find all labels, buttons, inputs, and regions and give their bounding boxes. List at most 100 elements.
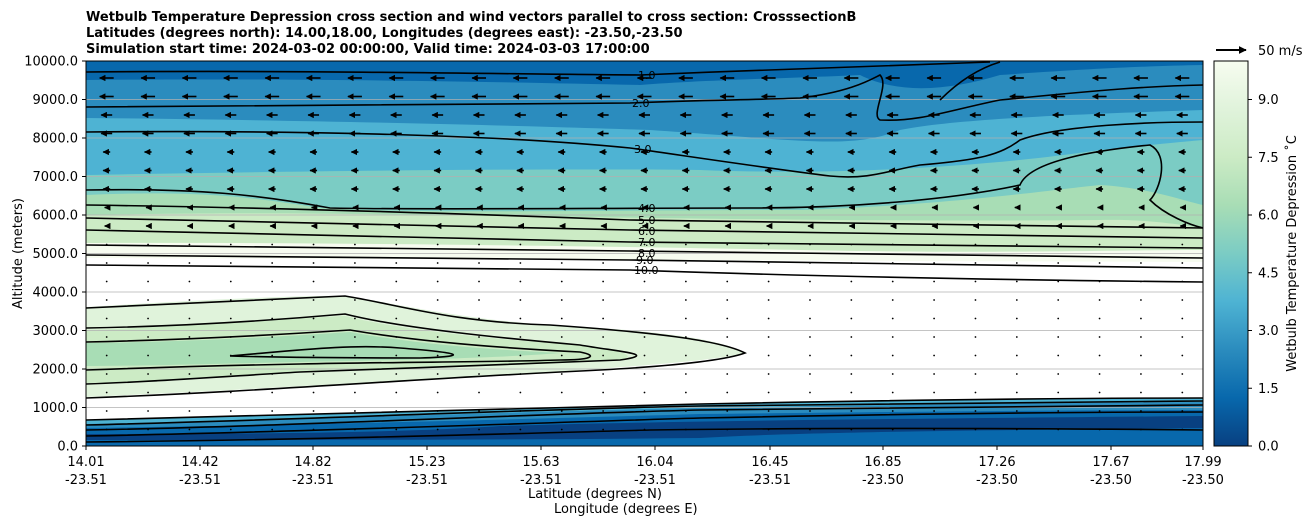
wind-vector — [602, 299, 605, 301]
wind-vector — [478, 373, 480, 375]
wind-vector — [1098, 243, 1101, 246]
x-tick-label-lon: -23.51 — [292, 473, 334, 488]
wind-vector — [147, 373, 149, 375]
x-tick-label-lat: 17.26 — [978, 455, 1015, 470]
wind-vector — [105, 410, 108, 412]
wind-vector — [312, 243, 315, 246]
wind-vector — [1057, 410, 1060, 412]
wind-vector — [1181, 336, 1184, 338]
wind-vector — [850, 336, 853, 338]
wind-vector — [602, 354, 605, 357]
wind-vector — [767, 243, 770, 246]
wind-vector — [354, 373, 356, 375]
wind-vector — [229, 243, 232, 246]
wind-vector — [312, 428, 315, 431]
wind-vector — [767, 280, 770, 283]
wind-vector — [809, 243, 811, 246]
wind-vector — [809, 410, 811, 412]
wind-vector — [767, 299, 770, 301]
wind-vector — [478, 354, 480, 357]
x-tick-label-lat: 16.45 — [751, 455, 788, 470]
wind-vector — [767, 410, 770, 412]
wind-vector — [767, 428, 770, 431]
wind-vector — [602, 243, 605, 246]
wind-vector — [891, 280, 894, 283]
wind-vector — [271, 243, 274, 246]
wind-vector — [726, 354, 729, 357]
y-tick-label: 1000.0 — [33, 401, 79, 416]
wind-vector — [478, 299, 480, 301]
wind-vector — [436, 317, 439, 320]
x-tick-label-lat: 14.82 — [294, 455, 331, 470]
wind-vector — [1015, 280, 1018, 283]
wind-vector — [519, 410, 522, 412]
contour-bl-e — [86, 427, 1203, 443]
wind-vector — [312, 410, 315, 412]
wind-vector — [312, 317, 315, 320]
wind-vector — [602, 428, 605, 431]
wind-vector — [891, 428, 894, 431]
wind-vector — [643, 336, 646, 338]
wind-vector — [933, 410, 935, 412]
x-tick-label-lon: -23.50 — [1090, 473, 1132, 488]
wind-vector — [271, 354, 274, 357]
contour-5 — [86, 204, 1203, 229]
wind-vector — [684, 280, 687, 283]
clabel-9: 9.0 — [636, 254, 654, 267]
y-axis: 0.0 1000.0 2000.0 3000.0 4000.0 5000.0 6000.0 7… — [24, 55, 86, 455]
wind-vector — [560, 243, 563, 246]
x-tick-label-lon: -23.50 — [1182, 473, 1224, 488]
contour-2 — [86, 74, 1203, 122]
clabel-2: 2.0 — [632, 97, 650, 110]
wind-vector — [147, 428, 149, 431]
wind-vector — [767, 354, 770, 357]
wind-vector — [229, 336, 232, 338]
wind-vector — [1098, 410, 1101, 412]
wind-vector — [105, 391, 108, 394]
clabel-10: 10.0 — [634, 264, 659, 277]
wind-vector — [1140, 410, 1142, 412]
wind-vector — [850, 410, 853, 412]
wind-vector — [1057, 280, 1060, 283]
wind-vector — [1015, 317, 1018, 320]
wind-vector — [271, 428, 274, 431]
wind-vector — [933, 317, 935, 320]
wind-vector — [1015, 243, 1018, 246]
wind-vector — [271, 280, 274, 283]
wind-vector — [1057, 336, 1060, 338]
wind-vector — [1181, 317, 1184, 320]
contour-10 — [86, 264, 1203, 283]
contour-sal-9 — [86, 313, 638, 385]
wind-vector — [809, 280, 811, 283]
colorbar-tick-label: 1.5 — [1258, 382, 1279, 397]
colorbar-tick-label: 4.5 — [1258, 266, 1279, 281]
chart-title-line-3: Simulation start time: 2024-03-02 00:00:… — [86, 42, 650, 57]
wind-vector — [809, 391, 811, 394]
wind-vector — [188, 299, 191, 301]
wind-vector — [1057, 373, 1060, 375]
wind-vector — [726, 317, 729, 320]
wind-vector — [395, 373, 398, 375]
wind-vector — [519, 391, 522, 394]
y-tick-label: 9000.0 — [33, 93, 79, 108]
wind-vector — [478, 243, 480, 246]
contour-bl-c — [86, 404, 1203, 431]
wind-vector — [891, 373, 894, 375]
wind-vector — [684, 336, 687, 338]
wind-vector — [974, 354, 977, 357]
wind-vector — [891, 299, 894, 301]
wind-vector — [519, 354, 522, 357]
wind-vector — [478, 336, 480, 338]
wind-vector — [105, 280, 108, 283]
contour-bl-b — [86, 400, 1203, 426]
x-tick-label-lon: -23.50 — [976, 473, 1018, 488]
wind-vector — [147, 410, 149, 412]
wind-vector — [1140, 299, 1142, 301]
wind-vector — [1181, 373, 1184, 375]
wind-vector — [147, 391, 149, 394]
wind-vector — [933, 243, 935, 246]
wind-vector — [767, 373, 770, 375]
wind-vector — [560, 373, 563, 375]
wind-vector — [933, 428, 935, 431]
